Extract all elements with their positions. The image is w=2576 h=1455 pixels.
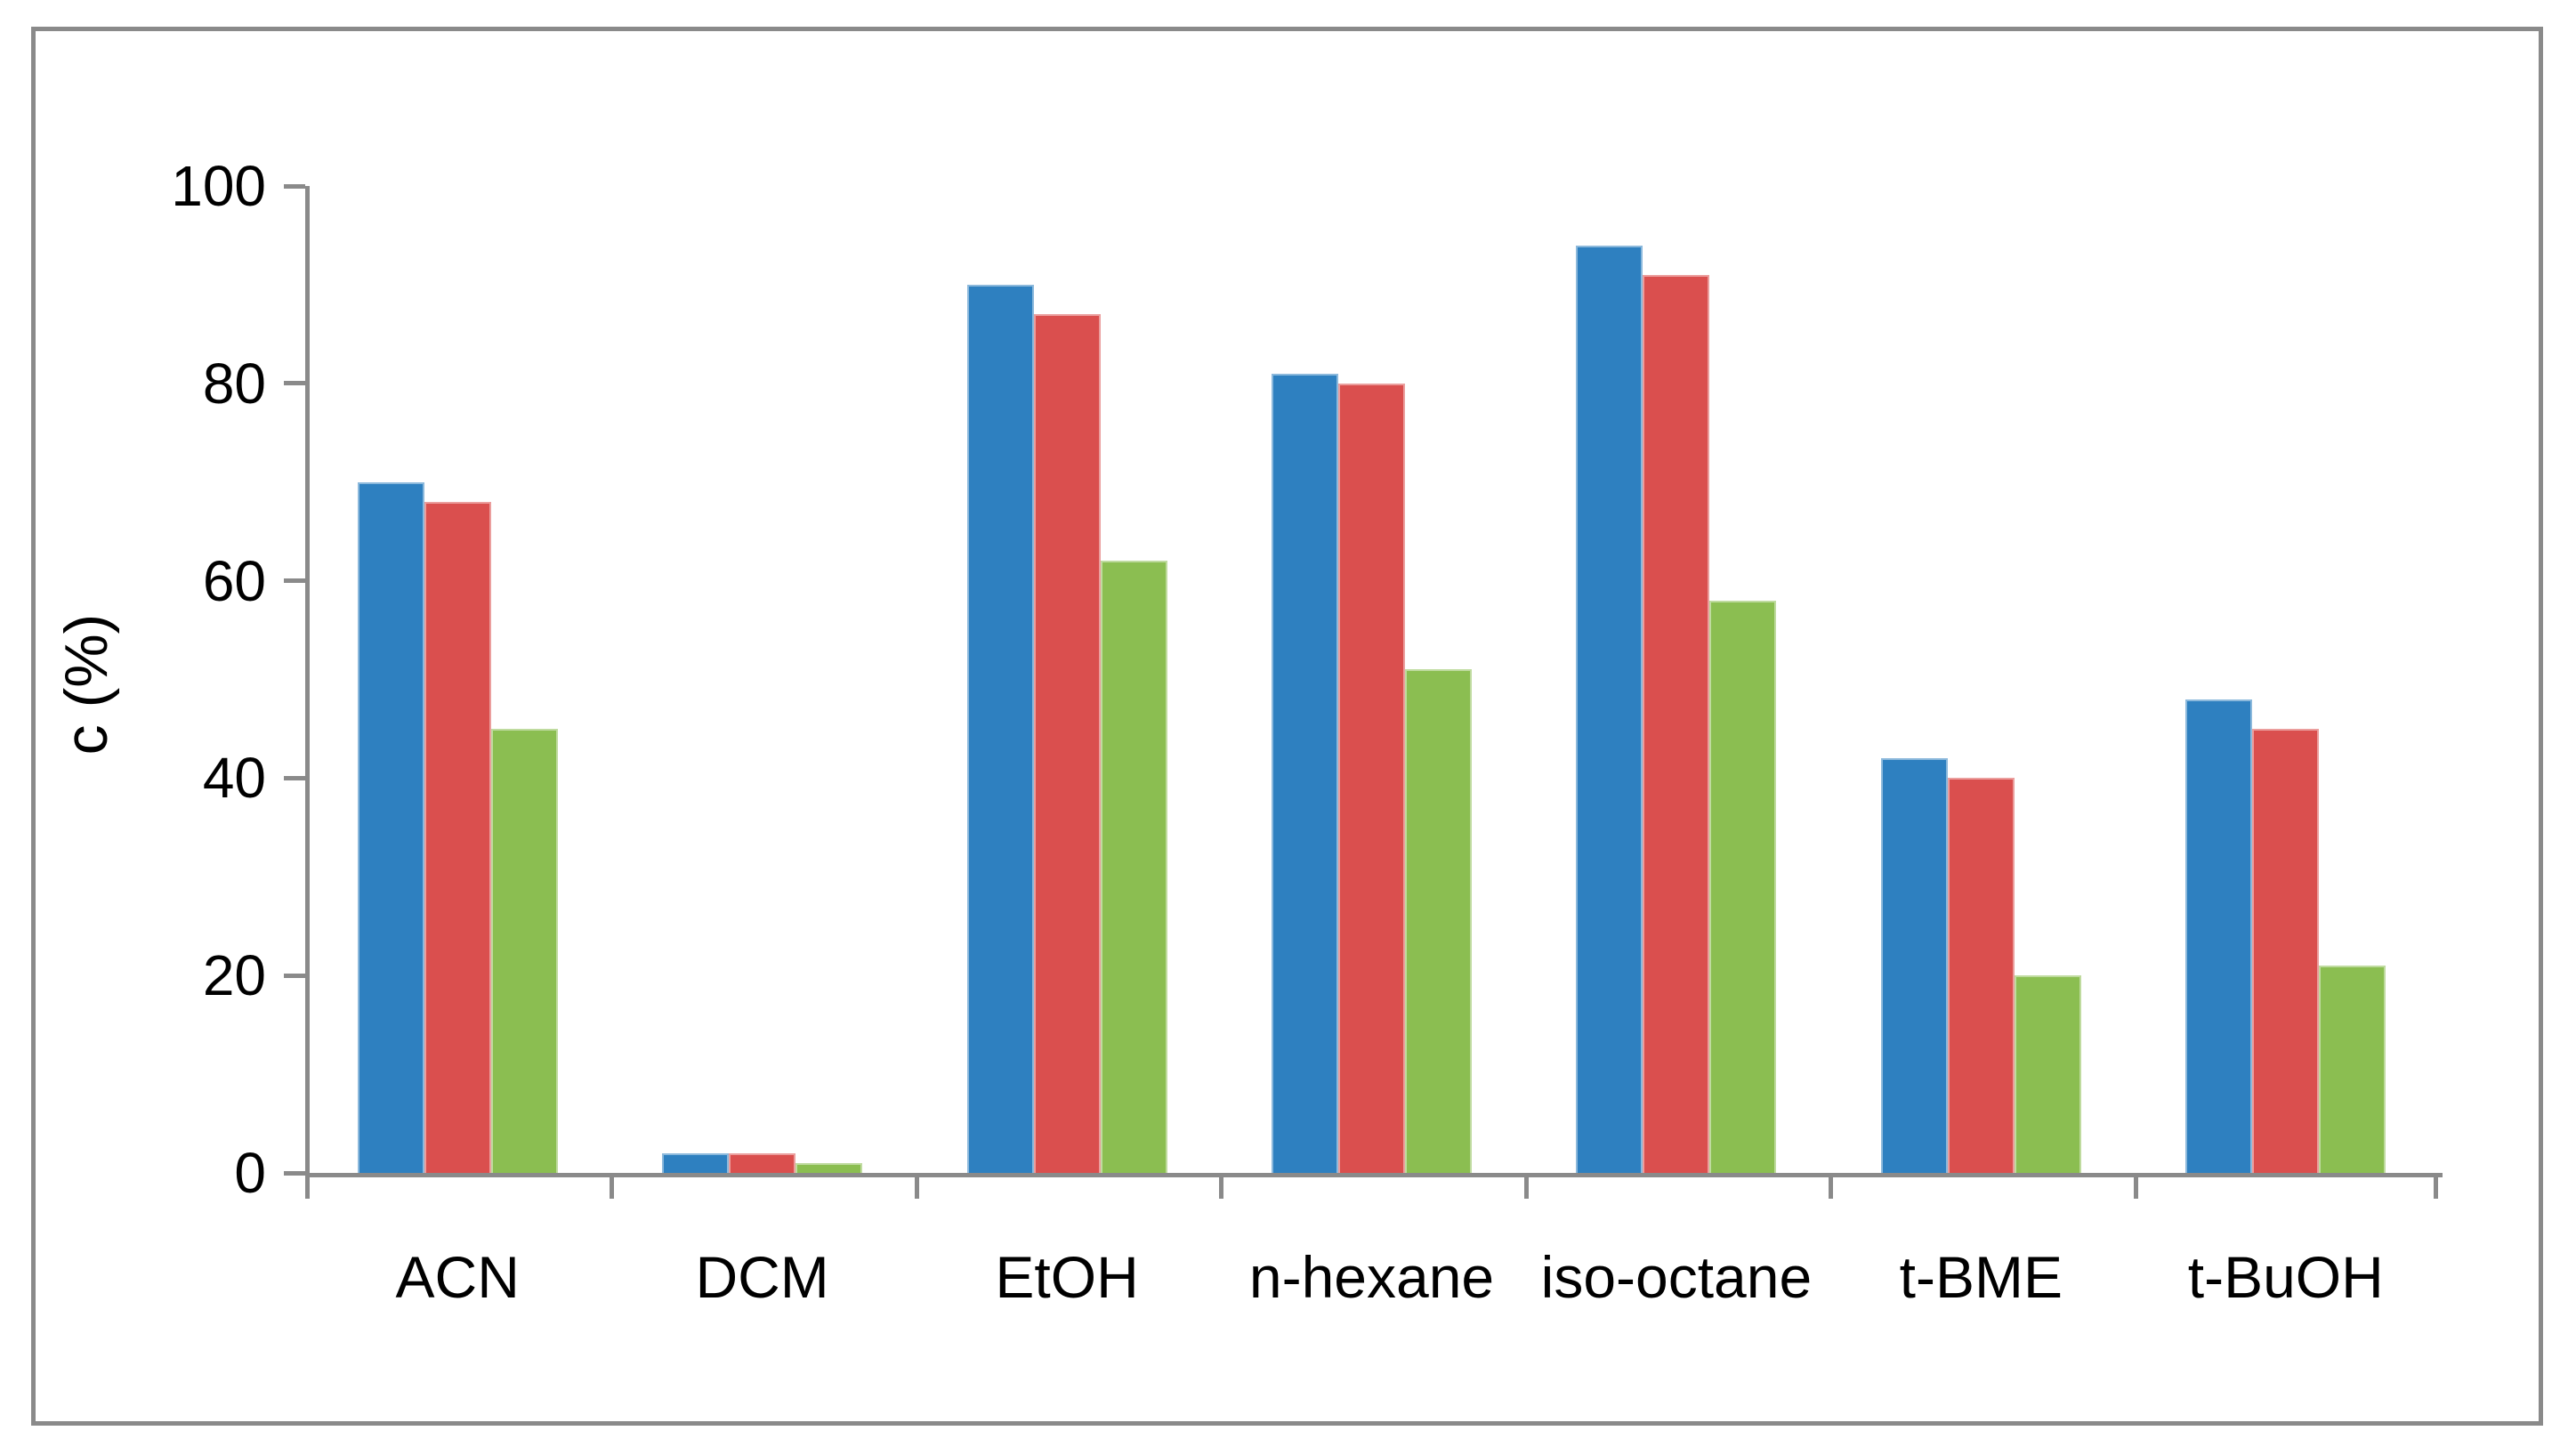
x-axis-tick: [1523, 1177, 1529, 1199]
category-label: ACN: [395, 1244, 520, 1310]
bar-group: [2134, 186, 2438, 1173]
x-axis-tick: [1219, 1177, 1224, 1199]
bar: [2252, 729, 2320, 1173]
bar-group: [915, 186, 1219, 1173]
y-axis-tick: [284, 775, 305, 780]
bar: [1100, 561, 1167, 1173]
bar: [662, 1153, 730, 1173]
x-axis-tick: [610, 1177, 615, 1199]
y-axis-tick: [284, 973, 305, 978]
category-label: t-BuOH: [2187, 1244, 2384, 1310]
y-axis-tick: [284, 578, 305, 584]
y-axis-tick: [284, 1170, 305, 1176]
bar: [357, 482, 424, 1173]
bar-group: [1829, 186, 2133, 1173]
bar: [1709, 601, 1777, 1173]
y-axis-line: [305, 186, 310, 1177]
category-label: t-BME: [1899, 1244, 2063, 1310]
x-axis-tick: [305, 1177, 310, 1199]
bar: [1576, 246, 1643, 1173]
bar: [1337, 384, 1405, 1173]
bar: [729, 1153, 796, 1173]
x-axis-tick: [2434, 1177, 2438, 1199]
y-axis-tick-label: 0: [234, 1141, 266, 1205]
bar-group: [305, 186, 610, 1173]
x-axis-tick: [2133, 1177, 2138, 1199]
bar: [1880, 758, 1948, 1173]
category-label: EtOH: [995, 1244, 1139, 1310]
bar: [424, 502, 491, 1173]
bar: [2185, 699, 2253, 1173]
category-label: DCM: [695, 1244, 829, 1310]
bar-group: [1219, 186, 1523, 1173]
x-axis-tick: [1829, 1177, 1834, 1199]
bar: [2319, 966, 2386, 1173]
y-axis-tick: [284, 381, 305, 386]
bar-group: [1524, 186, 1829, 1173]
category-label: iso-octane: [1540, 1244, 1813, 1310]
y-axis-tick-label: 60: [202, 548, 266, 613]
bar: [1033, 314, 1101, 1173]
x-axis-tick: [914, 1177, 919, 1199]
bar: [966, 285, 1034, 1173]
y-axis-tick-label: 40: [202, 746, 266, 811]
bar-group: [610, 186, 914, 1173]
bar: [2014, 975, 2081, 1173]
bar: [1643, 275, 1710, 1173]
y-axis-tick-label: 20: [202, 943, 266, 1008]
bar: [1404, 669, 1472, 1173]
bar: [795, 1163, 863, 1173]
bar: [490, 729, 558, 1173]
category-label: n-hexane: [1248, 1244, 1495, 1310]
y-axis-tick-label: 80: [202, 351, 266, 416]
y-axis-tick-label: 100: [171, 154, 266, 218]
x-axis-line: [305, 1173, 2443, 1177]
y-axis-tick: [284, 183, 305, 189]
bar: [1271, 374, 1338, 1173]
bar: [1947, 778, 2015, 1173]
